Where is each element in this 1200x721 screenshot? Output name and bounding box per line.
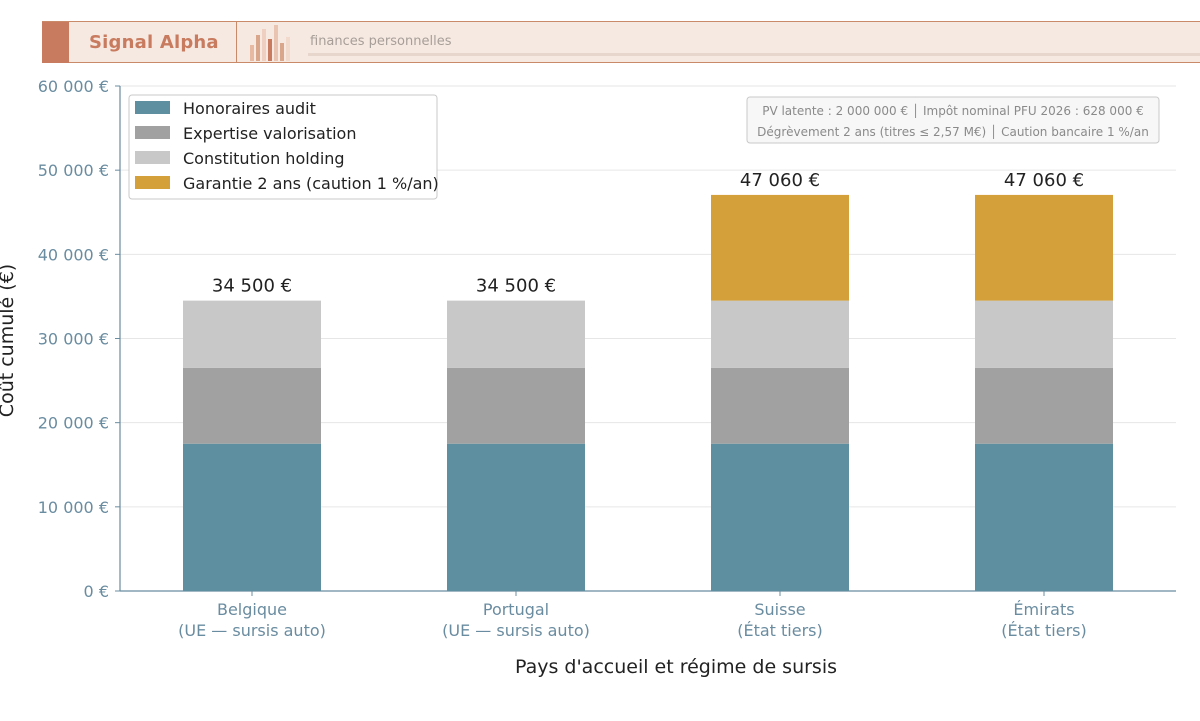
bar-audit: [711, 443, 849, 591]
bar-expertise: [975, 367, 1113, 444]
bar-total-label: 34 500 €: [476, 276, 556, 297]
site-header: Signal Alpha finances personnelles: [42, 21, 1200, 63]
bar-expertise: [447, 367, 585, 444]
x-tick-sublabel: (État tiers): [737, 621, 823, 640]
bar-holding: [711, 300, 849, 368]
y-tick-label: 50 000 €: [38, 161, 109, 180]
y-tick-label: 20 000 €: [38, 414, 109, 433]
y-tick-label: 0 €: [84, 582, 109, 601]
bar-chart-logo-icon: [250, 25, 290, 61]
bar-audit: [975, 443, 1113, 591]
bar-holding: [975, 300, 1113, 368]
x-tick-sublabel: (État tiers): [1001, 621, 1087, 640]
bar-total-label: 47 060 €: [740, 170, 820, 191]
info-line-1: PV latente : 2 000 000 € │ Impôt nominal…: [762, 103, 1144, 118]
y-tick-label: 60 000 €: [38, 77, 109, 96]
y-tick-label: 30 000 €: [38, 330, 109, 349]
legend-box: [128, 94, 438, 200]
legend-label: Expertise valorisation: [183, 124, 356, 143]
brand-name[interactable]: Signal Alpha: [89, 32, 219, 53]
x-tick-label: Belgique: [217, 600, 287, 619]
info-line-2: Dégrèvement 2 ans (titres ≤ 2,57 M€) │ C…: [757, 124, 1149, 139]
y-tick-label: 10 000 €: [38, 498, 109, 517]
header-divider: [236, 22, 237, 63]
bar-garantie: [711, 194, 849, 301]
bar-total-label: 34 500 €: [212, 276, 292, 297]
bar-holding: [183, 300, 321, 368]
x-tick-sublabel: (UE — sursis auto): [178, 621, 326, 640]
legend-label: Garantie 2 ans (caution 1 %/an): [183, 174, 439, 193]
x-tick-label: Suisse: [754, 600, 805, 619]
legend-swatch: [135, 126, 170, 139]
header-tagline: finances personnelles: [310, 34, 452, 49]
bar-expertise: [711, 367, 849, 444]
bar-garantie: [975, 194, 1113, 301]
legend-swatch: [135, 176, 170, 189]
legend-label: Constitution holding: [183, 149, 345, 168]
bar-holding: [447, 300, 585, 368]
legend-swatch: [135, 151, 170, 164]
y-tick-label: 40 000 €: [38, 245, 109, 264]
brand-swatch: [42, 22, 69, 63]
bar-total-label: 47 060 €: [1004, 170, 1084, 191]
bar-audit: [183, 443, 321, 591]
x-tick-label: Émirats: [1013, 600, 1074, 619]
x-tick-label: Portugal: [483, 600, 549, 619]
legend-label: Honoraires audit: [183, 99, 316, 118]
y-axis-title: Coût cumulé (€): [0, 264, 18, 417]
info-box: [746, 96, 1160, 144]
x-tick-sublabel: (UE — sursis auto): [442, 621, 590, 640]
header-rule: [308, 53, 1200, 56]
legend-swatch: [135, 101, 170, 114]
x-axis-title: Pays d'accueil et régime de sursis: [515, 656, 837, 678]
bar-expertise: [183, 367, 321, 444]
bar-audit: [447, 443, 585, 591]
